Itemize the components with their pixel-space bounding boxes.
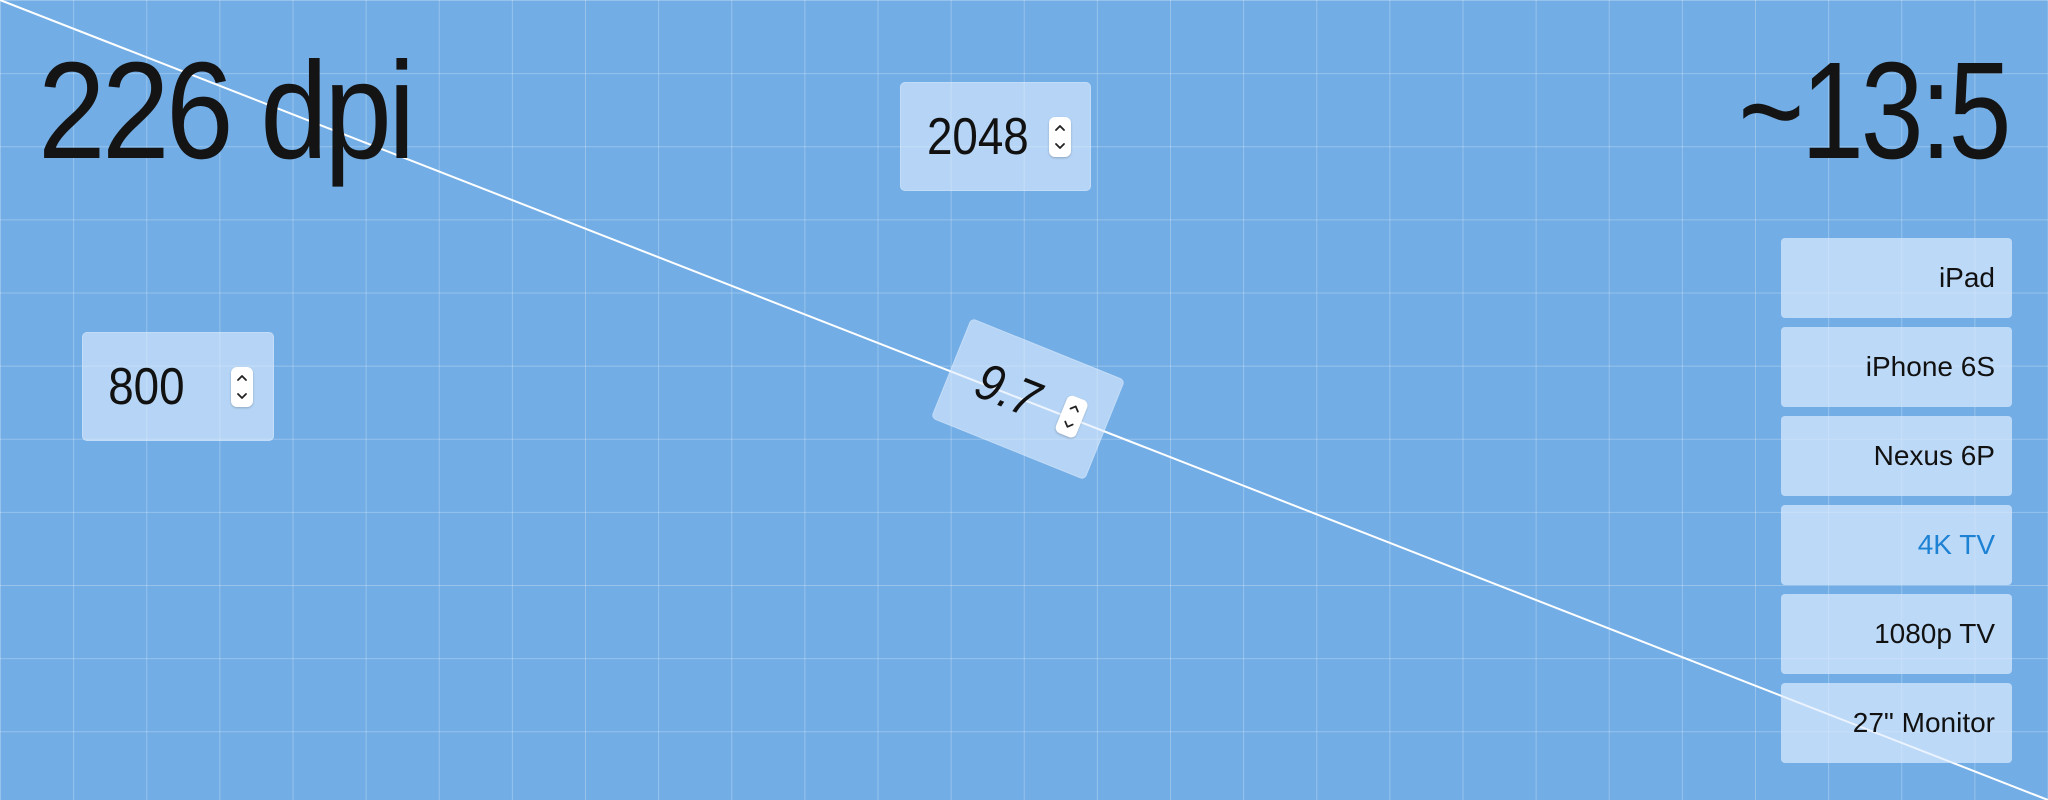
chevron-down-icon[interactable] (1060, 417, 1077, 433)
preset-4k-tv[interactable]: 4K TV (1781, 505, 2012, 585)
diagonal-value[interactable]: 9.7 (967, 351, 1048, 430)
preset-1080p-tv[interactable]: 1080p TV (1781, 594, 2012, 674)
preset-nexus-6p[interactable]: Nexus 6P (1781, 416, 2012, 496)
height-stepper[interactable] (231, 366, 254, 407)
aspect-ratio-readout: ~13:5 (1738, 34, 2011, 188)
width-value[interactable]: 2048 (926, 107, 1029, 166)
diagonal-field[interactable]: 9.7 (930, 317, 1126, 481)
width-stepper[interactable] (1049, 116, 1072, 157)
height-value[interactable]: 800 (107, 357, 185, 416)
chevron-up-icon[interactable] (235, 372, 249, 384)
chevron-up-icon[interactable] (1066, 400, 1083, 416)
preset-ipad[interactable]: iPad (1781, 238, 2012, 318)
diagonal-stepper[interactable] (1054, 393, 1090, 440)
dpi-readout: 226 dpi (38, 34, 415, 188)
height-field[interactable]: 800 (82, 332, 274, 441)
chevron-down-icon[interactable] (1053, 140, 1067, 152)
chevron-down-icon[interactable] (235, 390, 249, 402)
width-field[interactable]: 2048 (900, 82, 1091, 191)
preset-27-monitor[interactable]: 27" Monitor (1781, 683, 2012, 763)
preset-iphone-6s[interactable]: iPhone 6S (1781, 327, 2012, 407)
device-preset-list: iPad iPhone 6S Nexus 6P 4K TV 1080p TV 2… (1781, 238, 2012, 772)
chevron-up-icon[interactable] (1053, 122, 1067, 134)
